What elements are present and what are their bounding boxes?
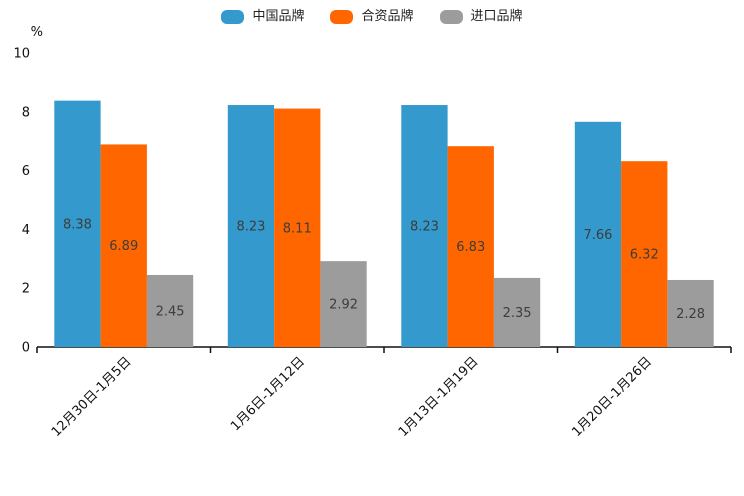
bar-series1-cat3[interactable] [621,161,668,347]
bar-series1-cat0[interactable] [100,144,147,347]
bar-series0-cat2[interactable] [401,105,448,348]
legend-swatch-china-brand-icon [221,10,245,24]
legend-label-china-brand: 中国品牌 [252,9,305,24]
bar-value-label: 2.92 [329,298,358,313]
chart-legend: 中国品牌 合资品牌 进口品牌 [0,10,744,24]
legend-label-import-brand: 进口品牌 [470,9,523,24]
bar-value-label: 8.23 [410,220,439,235]
bar-value-label: 8.38 [63,217,92,232]
y-axis-tick-label: 10 [13,47,30,62]
bar-value-label: 2.35 [503,306,532,321]
bar-value-label: 6.32 [630,248,659,263]
y-axis-tick-label: 0 [22,341,30,356]
bar-series1-cat1[interactable] [274,108,321,347]
bar-series0-cat1[interactable] [227,105,275,348]
bar-series0-cat0[interactable] [54,100,101,348]
bar-value-label: 2.45 [156,304,185,319]
legend-item-import-brand[interactable]: 进口品牌 [439,9,523,24]
y-axis-unit-label: % [31,25,43,40]
bar-series2-cat0[interactable] [146,274,194,347]
x-axis-category-label: 1月20日-1月26日 [569,354,655,440]
bar-value-label: 2.28 [676,307,705,322]
legend-swatch-joint-venture-brand-icon [330,10,354,24]
bar-value-label: 6.83 [456,240,485,255]
legend-swatch-import-brand-icon [439,10,463,24]
bar-series2-cat3[interactable] [667,279,714,347]
bar-value-label: 7.66 [583,228,612,243]
bar-value-label: 6.89 [109,239,138,254]
bar-series1-cat2[interactable] [447,146,494,347]
y-axis-tick-label: 4 [22,223,30,238]
bar-series2-cat1[interactable] [320,261,367,347]
legend-item-china-brand[interactable]: 中国品牌 [221,10,304,24]
y-axis-tick-label: 2 [22,282,30,297]
y-axis-tick-label: 6 [22,164,30,179]
bar-value-label: 8.23 [236,220,265,235]
legend-label-joint-venture-brand: 合资品牌 [361,9,414,24]
bar-series2-cat2[interactable] [493,277,541,347]
y-axis-tick-label: 8 [22,105,30,120]
legend-item-joint-venture-brand[interactable]: 合资品牌 [330,9,414,24]
x-axis-category-label: 12月30日-1月5日 [49,354,135,440]
x-axis-category-label: 1月13日-1月19日 [396,354,482,440]
bar-series0-cat3[interactable] [574,121,622,348]
bar-value-label: 8.11 [283,221,312,236]
x-axis-category-label: 1月6日-1月12日 [228,354,308,434]
